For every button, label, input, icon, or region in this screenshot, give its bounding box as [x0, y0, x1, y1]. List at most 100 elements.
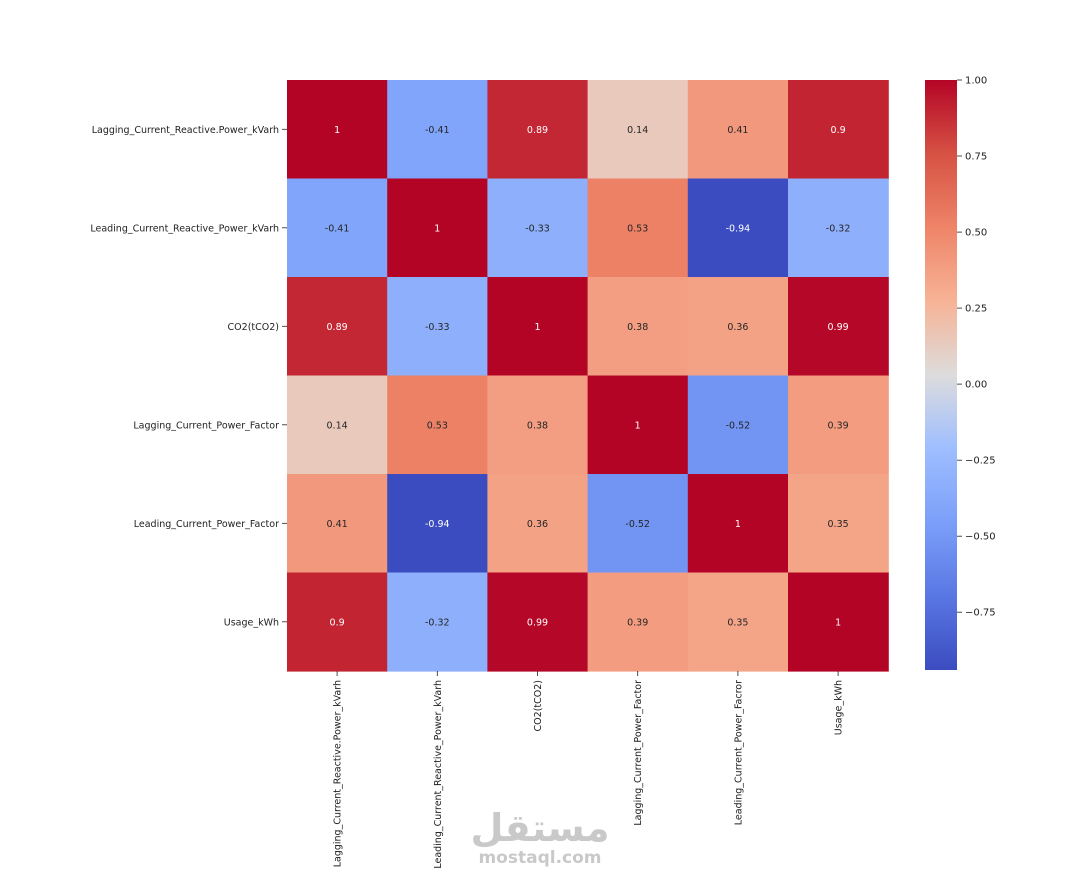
heatmap-cell-r4-c5 [788, 474, 889, 574]
heatmap-cell-r4-c2 [487, 474, 589, 574]
watermark-latin: mostaql.com [478, 848, 602, 868]
cell-value-r5-c1: -0.32 [425, 617, 450, 628]
cell-value-r3-c0: 0.14 [327, 420, 348, 431]
col-label-1: Leading_Current_Reactive_Power_kVarh [433, 680, 444, 869]
cell-value-r5-c2: 0.99 [527, 617, 548, 628]
heatmap-cell-r0-c5 [788, 80, 889, 180]
watermark-arabic: مستقل [470, 806, 610, 850]
heatmap-cell-r1-c0 [287, 178, 388, 278]
col-label-2: CO2(tCO2) [533, 680, 544, 731]
cell-value-r3-c3: 1 [635, 420, 641, 431]
colorbar-tick-label-3: 0.25 [965, 304, 987, 315]
row-label-3: Lagging_Current_Power_Factor [133, 420, 279, 431]
cell-value-r0-c0: 1 [334, 125, 340, 136]
heatmap-cell-r2-c5 [788, 277, 889, 377]
col-label-4: Leading_Current_Power_Facror [733, 680, 744, 825]
row-label-5: Usage_kWh [224, 617, 279, 628]
cell-value-r1-c3: 0.53 [627, 223, 648, 234]
heatmap-cell-r2-c1 [387, 277, 488, 377]
heatmap-cell-r1-c2 [487, 178, 589, 278]
colorbar-tick-label-0: 1.00 [965, 76, 987, 87]
heatmap-cell-r3-c4 [687, 375, 789, 475]
cell-value-r0-c4: 0.41 [727, 125, 748, 136]
column-labels: Lagging_Current_Reactive.Power_kVarh Lead… [333, 671, 845, 869]
heatmap-cell-r5-c3 [587, 572, 689, 672]
colorbar-tick-label-1: 0.75 [965, 152, 987, 163]
row-labels: Lagging_Current_Reactive.Power_kVarh Lead… [90, 125, 287, 628]
heatmap-cell-r3-c0 [287, 375, 388, 475]
cell-value-r2-c1: -0.33 [425, 322, 450, 333]
heatmap-cell-r1-c1 [387, 178, 488, 278]
heatmap-cell-r4-c3 [587, 474, 689, 574]
cell-value-r4-c0: 0.41 [327, 519, 348, 530]
heatmap-cell-r3-c3 [587, 375, 689, 475]
heatmap-cell-r2-c3 [587, 277, 689, 377]
cell-value-r1-c0: -0.41 [325, 223, 350, 234]
cell-value-r0-c1: -0.41 [425, 125, 450, 136]
heatmap-cell-r0-c2 [487, 80, 589, 180]
cell-value-r2-c0: 0.89 [327, 322, 348, 333]
colorbar-tick-label-2: 0.50 [965, 228, 987, 239]
heatmap-cell-r0-c1 [387, 80, 488, 180]
heatmap-cell-r5-c1 [387, 572, 488, 672]
heatmap-cells [287, 80, 889, 672]
heatmap-cell-r1-c4 [687, 178, 789, 278]
cell-value-r5-c4: 0.35 [727, 617, 748, 628]
cell-value-r5-c5: 1 [835, 617, 841, 628]
cell-value-r2-c2: 1 [534, 322, 540, 333]
watermark: مستقل mostaql.com [470, 808, 610, 868]
heatmap-cell-r2-c0 [287, 277, 388, 377]
cell-value-r2-c3: 0.38 [627, 322, 648, 333]
colorbar-tick-label-7: −0.75 [965, 608, 996, 619]
cell-value-r4-c1: -0.94 [425, 519, 450, 530]
cell-value-r2-c4: 0.36 [727, 322, 748, 333]
heatmap-cell-r2-c4 [687, 277, 789, 377]
heatmap-cell-r5-c0 [287, 572, 388, 672]
cell-value-r1-c4: -0.94 [726, 223, 751, 234]
heatmap-cell-r5-c2 [487, 572, 589, 672]
cell-value-r3-c2: 0.38 [527, 420, 548, 431]
cell-value-r5-c0: 0.9 [330, 617, 345, 628]
col-label-5: Usage_kWh [834, 680, 845, 735]
heatmap-cell-r3-c5 [788, 375, 889, 475]
heatmap-cell-r5-c4 [687, 572, 789, 672]
colorbar-tick-label-6: −0.50 [965, 532, 996, 543]
row-label-0: Lagging_Current_Reactive.Power_kVarh [92, 125, 279, 136]
cell-value-r1-c1: 1 [434, 223, 440, 234]
colorbar-tick-label-5: −0.25 [965, 456, 996, 467]
row-label-2: CO2(tCO2) [228, 322, 279, 333]
heatmap-cell-r0-c0 [287, 80, 388, 180]
cell-value-r1-c2: -0.33 [525, 223, 550, 234]
cell-value-r5-c3: 0.39 [627, 617, 648, 628]
heatmap-cell-r1-c5 [788, 178, 889, 278]
heatmap-cell-r1-c3 [587, 178, 689, 278]
cell-value-r0-c2: 0.89 [527, 125, 548, 136]
cell-value-r3-c1: 0.53 [427, 420, 448, 431]
heatmap-cell-r4-c1 [387, 474, 488, 574]
cell-value-r0-c3: 0.14 [627, 125, 648, 136]
heatmap-cell-r4-c0 [287, 474, 388, 574]
heatmap-cell-r5-c5 [788, 572, 889, 672]
col-label-3: Lagging_Current_Power_Factor [633, 680, 644, 826]
cell-value-r1-c5: -0.32 [826, 223, 851, 234]
row-label-4: Leading_Current_Power_Factor [134, 519, 279, 530]
col-label-0: Lagging_Current_Reactive.Power_kVarh [333, 680, 344, 867]
row-label-1: Leading_Current_Reactive_Power_kVarh [90, 223, 279, 234]
heatmap-cell-r4-c4 [687, 474, 789, 574]
cell-value-r4-c3: -0.52 [625, 519, 650, 530]
heatmap-cell-r3-c2 [487, 375, 589, 475]
heatmap-cell-r3-c1 [387, 375, 488, 475]
cell-value-r4-c5: 0.35 [828, 519, 849, 530]
cell-value-r4-c2: 0.36 [527, 519, 548, 530]
heatmap-cell-r0-c4 [687, 80, 789, 180]
cell-value-r2-c5: 0.99 [828, 322, 849, 333]
cell-value-r3-c4: -0.52 [726, 420, 751, 431]
cell-value-r3-c5: 0.39 [828, 420, 849, 431]
heatmap-cell-r2-c2 [487, 277, 589, 377]
cell-value-r4-c4: 1 [735, 519, 741, 530]
colorbar-gradient [925, 80, 957, 670]
colorbar: 1.00 0.75 0.50 0.25 0.00 −0.25 −0.50 −0.75 [925, 76, 996, 670]
heatmap-cell-labels: 1 -0.41 0.89 0.14 0.41 0.9 -0.41 1 -0.33 0.53 -0.9… [325, 125, 851, 628]
heatmap-cell-r0-c3 [587, 80, 689, 180]
